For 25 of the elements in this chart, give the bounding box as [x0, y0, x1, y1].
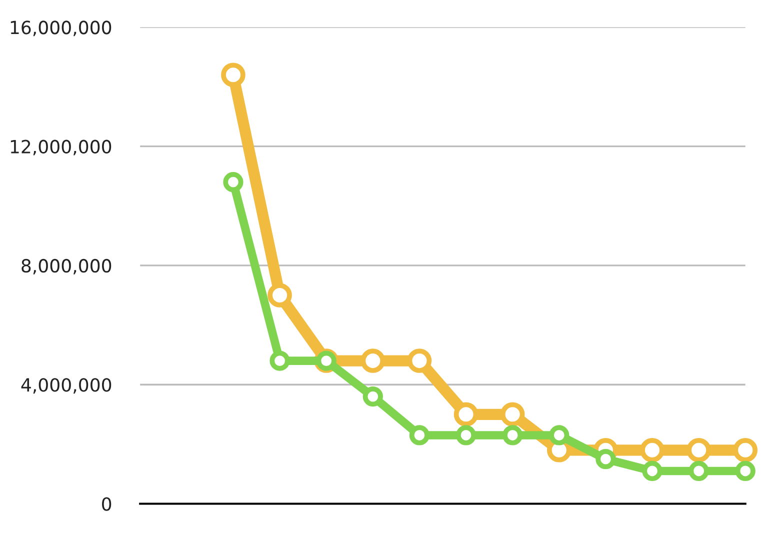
point	[409, 425, 430, 446]
point	[500, 402, 525, 427]
point	[640, 438, 664, 462]
point	[733, 438, 758, 462]
y-tick-label: 0	[102, 497, 112, 511]
point	[688, 460, 709, 482]
point	[223, 172, 244, 192]
point	[407, 348, 432, 373]
point	[268, 283, 292, 308]
point	[686, 438, 711, 462]
y-tick-label: 8,000,000	[22, 258, 112, 274]
point	[221, 62, 246, 88]
y-tick-label: 4,000,000	[21, 378, 112, 394]
point	[596, 449, 616, 470]
point	[735, 460, 756, 482]
point	[456, 425, 476, 446]
y-tick-label: 12,000,000	[10, 140, 112, 156]
point	[362, 386, 383, 407]
point	[549, 425, 570, 446]
point	[270, 350, 290, 371]
y-tick-label: 16,000,000	[10, 20, 112, 36]
point	[454, 402, 478, 427]
point	[502, 425, 523, 446]
point	[360, 348, 386, 373]
point	[642, 460, 662, 482]
